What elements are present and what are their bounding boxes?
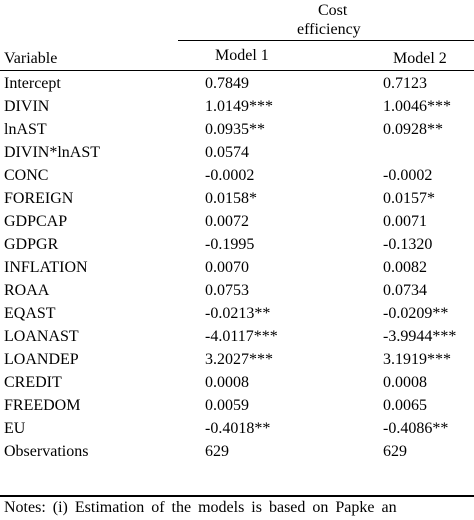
model2-cell: 0.0928** — [383, 121, 443, 138]
model2-cell: 0.0157* — [383, 190, 435, 207]
variable-cell: FOREIGN — [4, 190, 74, 207]
table-row: FREEDOM 0.0059 0.0065 — [0, 394, 474, 417]
table-bottom-rule — [0, 495, 474, 497]
table-row: DIVIN 1.0149*** 1.0046*** — [0, 95, 474, 118]
model1-cell: 0.0753 — [205, 282, 249, 299]
model2-cell: -0.1320 — [383, 236, 433, 253]
model2-column-header: Model 2 — [393, 50, 447, 67]
variable-cell: INFLATION — [4, 259, 88, 276]
model2-cell: 3.1919*** — [383, 351, 451, 368]
model1-cell: 0.0935** — [205, 121, 265, 138]
variable-cell: ROAA — [4, 282, 50, 299]
table-row: LOANAST -4.0117*** -3.9944*** — [0, 325, 474, 348]
model1-cell: 3.2027*** — [205, 351, 273, 368]
group-header-rule — [178, 40, 474, 41]
variable-cell: lnAST — [4, 121, 47, 138]
table-row: CONC -0.0002 -0.0002 — [0, 164, 474, 187]
model1-cell: 0.0059 — [205, 397, 249, 414]
model1-cell: -0.0002 — [205, 167, 255, 184]
model2-cell: -0.0002 — [383, 167, 433, 184]
variable-cell: CREDIT — [4, 374, 62, 391]
table-row: GDPCAP 0.0072 0.0071 — [0, 210, 474, 233]
variable-cell: GDPCAP — [4, 213, 68, 230]
variable-cell: GDPGR — [4, 236, 59, 253]
model2-cell: 1.0046*** — [383, 98, 451, 115]
table-row: EQAST -0.0213** -0.0209** — [0, 302, 474, 325]
table-row: Observations 629 629 — [0, 440, 474, 463]
model2-cell: 0.7123 — [383, 75, 427, 92]
table-row: EU -0.4018** -0.4086** — [0, 417, 474, 440]
table-note: Notes: (i) Estimation of the models is b… — [4, 499, 397, 516]
model2-cell: 0.0065 — [383, 397, 427, 414]
model2-cell: 629 — [383, 443, 407, 460]
model2-cell: -0.0209** — [383, 305, 449, 322]
variable-cell: LOANAST — [4, 328, 79, 345]
table-row: DIVIN*lnAST 0.0574 — [0, 141, 474, 164]
table-row: CREDIT 0.0008 0.0008 — [0, 371, 474, 394]
model2-cell: 0.0071 — [383, 213, 427, 230]
model1-cell: 0.0008 — [205, 374, 249, 391]
variable-cell: LOANDEP — [4, 351, 79, 368]
model1-cell: 629 — [205, 443, 229, 460]
model1-column-header: Model 1 — [215, 47, 269, 64]
model1-cell: -0.0213** — [205, 305, 271, 322]
variable-cell: CONC — [4, 167, 49, 184]
variable-column-header: Variable — [4, 50, 58, 67]
variable-cell: FREEDOM — [4, 397, 81, 414]
variable-cell: Intercept — [4, 75, 61, 92]
model1-cell: -4.0117*** — [205, 328, 278, 345]
model1-cell: -0.4018** — [205, 420, 271, 437]
group-header-efficiency: efficiency — [297, 21, 361, 38]
table-row: LOANDEP 3.2027*** 3.1919*** — [0, 348, 474, 371]
model2-cell: -0.4086** — [383, 420, 449, 437]
model2-cell: -3.9944*** — [383, 328, 457, 345]
variable-cell: DIVIN — [4, 98, 50, 115]
group-header-cost: Cost — [318, 2, 348, 19]
variable-cell: EQAST — [4, 305, 56, 322]
model2-cell: 0.0008 — [383, 374, 427, 391]
variable-cell: DIVIN*lnAST — [4, 144, 100, 161]
table-row: ROAA 0.0753 0.0734 — [0, 279, 474, 302]
table-row: FOREIGN 0.0158* 0.0157* — [0, 187, 474, 210]
model1-cell: 0.7849 — [205, 75, 249, 92]
model1-cell: 1.0149*** — [205, 98, 273, 115]
variable-cell: Observations — [4, 443, 89, 460]
table-row: Intercept 0.7849 0.7123 — [0, 72, 474, 95]
model2-cell: 0.0082 — [383, 259, 427, 276]
model2-cell: 0.0734 — [383, 282, 427, 299]
model1-cell: 0.0070 — [205, 259, 249, 276]
model1-cell: 0.0574 — [205, 144, 249, 161]
model1-cell: 0.0072 — [205, 213, 249, 230]
model1-cell: -0.1995 — [205, 236, 255, 253]
table-row: INFLATION 0.0070 0.0082 — [0, 256, 474, 279]
table-row: lnAST 0.0935** 0.0928** — [0, 118, 474, 141]
variable-cell: EU — [4, 420, 26, 437]
model1-cell: 0.0158* — [205, 190, 257, 207]
table-row: GDPGR -0.1995 -0.1320 — [0, 233, 474, 256]
header-bottom-rule — [0, 70, 474, 71]
